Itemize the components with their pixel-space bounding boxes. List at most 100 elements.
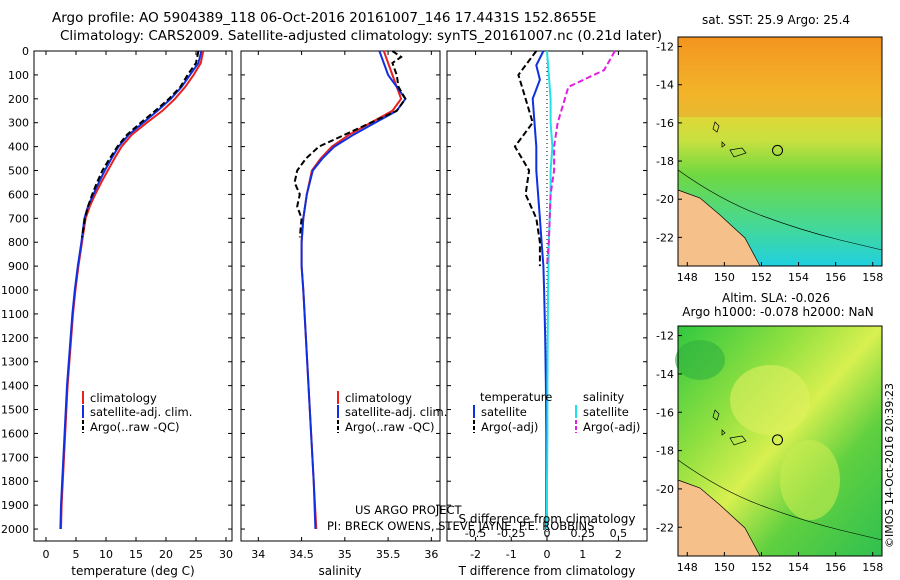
shelf-contour: [677, 169, 883, 251]
header-line1: Argo profile: AO 5904389_118 06-Oct-2016…: [52, 10, 597, 26]
difference-legend: temperature satellite Argo(-adj) salinit…: [473, 390, 640, 434]
x-tick-label: 20: [159, 548, 173, 561]
map-y-tick-label: -12: [656, 330, 674, 343]
map-x-tick-label: 152: [751, 561, 772, 574]
reef-outlines: [712, 121, 747, 158]
series-line: [513, 50, 541, 267]
map-y-tick-label: -12: [656, 41, 674, 54]
x-top-tick-label: -0.5: [465, 527, 486, 540]
map-y-tick-label: -18: [656, 445, 674, 458]
y-tick-label: 1100: [1, 308, 29, 321]
x-top-tick-label: 0.25: [570, 527, 595, 540]
difference-xlabel-top: S difference from climatology: [459, 512, 636, 526]
legend-s-satellite-label: satellite: [583, 405, 629, 419]
map-y-tick-label: -14: [656, 79, 674, 92]
temperature-panel-frame: [33, 50, 233, 542]
y-tick-label: 1500: [1, 404, 29, 417]
map-x-tick-label: 156: [825, 271, 846, 284]
sla-high-patch: [730, 365, 810, 435]
x-tick-label: 0: [544, 548, 551, 561]
x-tick-label: 25: [189, 548, 203, 561]
x-tick-label: -2: [470, 548, 481, 561]
legend-climatology-label: climatology: [90, 391, 157, 405]
sla-high-patch: [780, 440, 840, 520]
map-y-tick-label: -20: [656, 483, 674, 496]
x-tick-label: 36: [424, 548, 438, 561]
reef-outlines: [712, 409, 747, 446]
temperature-legend: climatology satellite-adj. clim. Argo(..…: [82, 391, 192, 434]
sst-warm-band: [678, 37, 882, 117]
y-tick-label: 800: [8, 236, 29, 249]
sla-low-patch: [675, 340, 725, 380]
legend-t-satellite-label: satellite: [481, 405, 527, 419]
y-tick-label: 700: [8, 212, 29, 225]
x-tick-label: 2: [615, 548, 622, 561]
y-tick-label: 600: [8, 188, 29, 201]
map-y-tick-label: -20: [656, 193, 674, 206]
y-tick-label: 1700: [1, 451, 29, 464]
map-y-tick-label: -16: [656, 406, 674, 419]
salinity-panel-frame: [240, 50, 441, 542]
salinity-xlabel: salinity: [318, 564, 361, 578]
series-line: [293, 50, 407, 238]
legend-argo-label: Argo(..raw -QC): [90, 420, 180, 434]
y-tick-label: 200: [8, 93, 29, 106]
x-tick-label: 35.5: [376, 548, 401, 561]
map-x-tick-label: 158: [862, 561, 883, 574]
legend-salinity-title: salinity: [583, 390, 624, 404]
y-tick-label: 1400: [1, 380, 29, 393]
series-line: [81, 50, 200, 238]
map-x-tick-label: 158: [862, 271, 883, 284]
x-tick-label: 10: [99, 548, 113, 561]
sst-map: [677, 36, 883, 267]
x-tick-label: 0: [43, 548, 50, 561]
y-tick-label: 0: [22, 45, 29, 58]
map-x-tick-label: 150: [714, 271, 735, 284]
argo-position-marker: [772, 434, 784, 446]
series-line: [60, 50, 205, 530]
x-tick-label: 35: [338, 548, 352, 561]
map-x-tick-label: 154: [788, 561, 809, 574]
y-tick-label: 500: [8, 165, 29, 178]
series-line: [59, 50, 203, 530]
y-tick-label: 1200: [1, 332, 29, 345]
temperature-xlabel: temperature (deg C): [71, 564, 194, 578]
series-line: [531, 50, 548, 529]
map-ticks: 148 150 152 154 156 158 -12 -14 -16 -18 -20 -22 148 1…: [656, 41, 883, 574]
legend-argo-label: Argo(..raw -QC): [345, 420, 435, 434]
map-y-tick-label: -22: [656, 231, 674, 244]
x-tick-label: 1: [579, 548, 586, 561]
y-tick-label: 900: [8, 260, 29, 273]
y-tick-label: 1800: [1, 475, 29, 488]
sst-map-title: sat. SST: 25.9 Argo: 25.4: [702, 13, 850, 27]
difference-xlabel: T difference from climatology: [458, 564, 636, 578]
x-tick-label: -1: [506, 548, 517, 561]
y-tick-label: 2000: [1, 523, 29, 536]
x-tick-label: 34: [251, 548, 265, 561]
map-x-tick-label: 150: [714, 561, 735, 574]
series-line: [300, 50, 403, 530]
credit-pi: PI: BRECK OWENS, STEVE JAYNE, P.E. ROBBI…: [327, 519, 594, 533]
series-line: [546, 50, 616, 267]
credit-project: US ARGO PROJECT: [355, 503, 463, 517]
map-y-tick-label: -14: [656, 368, 674, 381]
legend-s-argo-label: Argo(-adj): [583, 420, 640, 434]
legend-satellite-label: satellite-adj. clim.: [345, 405, 447, 419]
sst-map-frame: [677, 36, 883, 267]
y-tick-label: 1900: [1, 499, 29, 512]
legend-t-argo-label: Argo(-adj): [481, 420, 538, 434]
map-y-tick-label: -22: [656, 521, 674, 534]
series-line: [300, 50, 407, 530]
map-x-tick-label: 154: [788, 271, 809, 284]
map-y-tick-label: -16: [656, 117, 674, 130]
x-top-tick-label: -0.25: [497, 527, 525, 540]
imos-stamp: ©IMOS 14-Oct-2016 20:39:23: [883, 383, 896, 548]
map-y-tick-label: -18: [656, 155, 674, 168]
salinity-legend: climatology satellite-adj. clim. Argo(..…: [337, 391, 447, 434]
temperature-chart: 0100200300400500600700800900100011001200…: [1, 45, 233, 561]
salinity-chart: 34 34.5 35 35.5 36: [241, 50, 440, 561]
map-x-tick-label: 148: [677, 271, 698, 284]
y-tick-label: 300: [8, 117, 29, 130]
y-tick-label: 1300: [1, 356, 29, 369]
